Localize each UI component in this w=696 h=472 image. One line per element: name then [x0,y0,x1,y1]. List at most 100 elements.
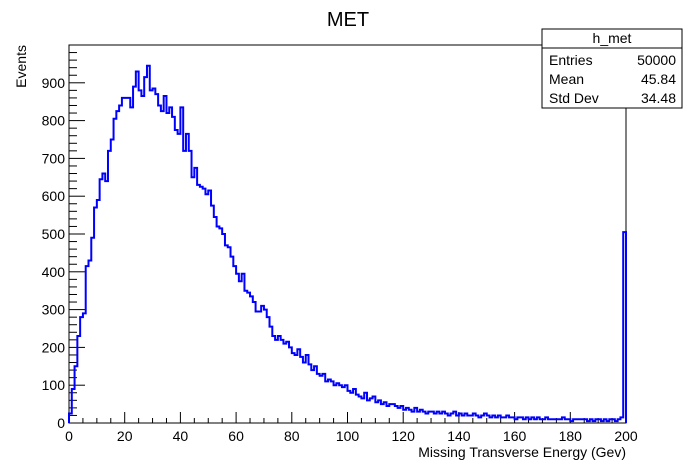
histogram-bin [309,364,312,423]
stats-label-mean: Mean [549,71,584,87]
histogram-bin [100,179,103,423]
x-tick-label: 200 [614,428,638,444]
histogram-bin [295,355,298,423]
stats-value-stddev: 34.48 [641,90,676,106]
histogram-bin [258,311,261,423]
histogram-bin [161,111,164,423]
histogram-bin [292,353,295,423]
histogram-bin [328,380,331,423]
histogram-bin [425,414,428,423]
y-tick-label: 400 [42,264,66,280]
histogram-bin [211,206,214,423]
histogram-outline [68,64,627,423]
histogram-bin [147,66,150,423]
histogram-bin [236,274,239,423]
histogram-bin [317,374,320,423]
histogram-bin [239,281,242,423]
stats-label-entries: Entries [549,52,593,68]
histogram-bin [192,177,195,423]
y-tick-label: 500 [42,226,66,242]
histogram-bin [127,98,130,423]
histogram-bin [456,415,459,423]
histogram-bin [342,387,345,423]
histogram-bin [297,349,300,423]
histogram-bin [417,412,420,423]
histogram-bin [289,347,292,423]
stats-box: h_met Entries 50000 Mean 45.84 Std Dev 3… [541,28,683,109]
histogram-bin [264,310,267,423]
histogram-bin [467,415,470,423]
histogram-bin [231,257,234,423]
stats-box-frame [541,28,683,109]
histogram-bin [200,187,203,423]
histogram-bin [281,340,284,423]
histogram-bin [194,168,197,423]
histogram-bin [361,398,364,423]
histogram-bin [94,208,97,423]
histogram-bin [356,395,359,423]
histogram-bin [169,107,172,423]
histogram-bin [214,217,217,423]
x-tick-label: 120 [392,428,416,444]
histogram-bin [339,385,342,423]
y-tick-label: 900 [42,75,66,91]
histogram-bin [448,415,451,423]
histogram-bin [88,260,91,423]
histogram-bin [381,404,384,423]
histogram-bin [434,414,437,423]
histogram-bin [186,134,189,423]
histogram-bin [139,90,142,423]
histogram-bin [125,98,128,423]
x-tick-label: 100 [336,428,360,444]
histogram-bin [119,105,122,423]
histogram-bin [164,96,167,423]
x-axis-label: Missing Transverse Energy (Gev) [418,444,626,460]
histogram-bin [267,317,270,423]
histogram-bin [150,90,153,423]
histogram-bin [325,381,328,423]
histogram-bin [203,189,206,423]
histogram-bin [116,111,119,423]
histogram-bin [205,194,208,423]
histogram-bin [311,370,314,423]
x-tick-label: 160 [503,428,527,444]
x-tick-label: 40 [173,428,189,444]
histogram-bin [144,77,147,423]
histogram-bin [155,94,158,423]
y-axis: 0 100 200 300 400 500 600 700 800 900 [42,44,85,431]
histogram-bin [242,274,245,423]
histogram-bin [183,151,186,423]
histogram-bin [272,336,275,423]
histogram-bin [178,134,181,423]
histogram-bin [225,245,228,423]
histogram-bin [133,87,136,423]
histogram-bin [261,306,264,423]
histogram-bin [300,357,303,423]
x-tick-label: 140 [447,428,471,444]
histogram-bin [278,336,281,423]
y-tick-label: 0 [57,415,65,431]
histogram-bin [462,415,465,423]
histogram-bin [172,117,175,423]
histogram-bin [141,96,144,423]
histogram-bin [336,383,339,423]
histogram-bin [386,406,389,423]
stats-value-mean: 45.84 [641,71,676,87]
histogram-bin [348,391,351,423]
x-axis: 0 20 40 60 80 100 120 140 160 180 200 [65,412,638,444]
y-tick-label: 300 [42,302,66,318]
histogram-bin [331,381,334,423]
histogram-bin [228,247,231,423]
x-tick-label: 180 [559,428,583,444]
histogram-bin [370,398,373,423]
histogram-bin [253,302,256,423]
y-tick-label: 200 [42,339,66,355]
histogram-bin [359,397,362,423]
histogram-bin [256,311,259,423]
histogram-bin [222,234,225,423]
y-tick-label: 700 [42,150,66,166]
histogram-bin [334,385,337,423]
histogram-bin [275,340,278,423]
